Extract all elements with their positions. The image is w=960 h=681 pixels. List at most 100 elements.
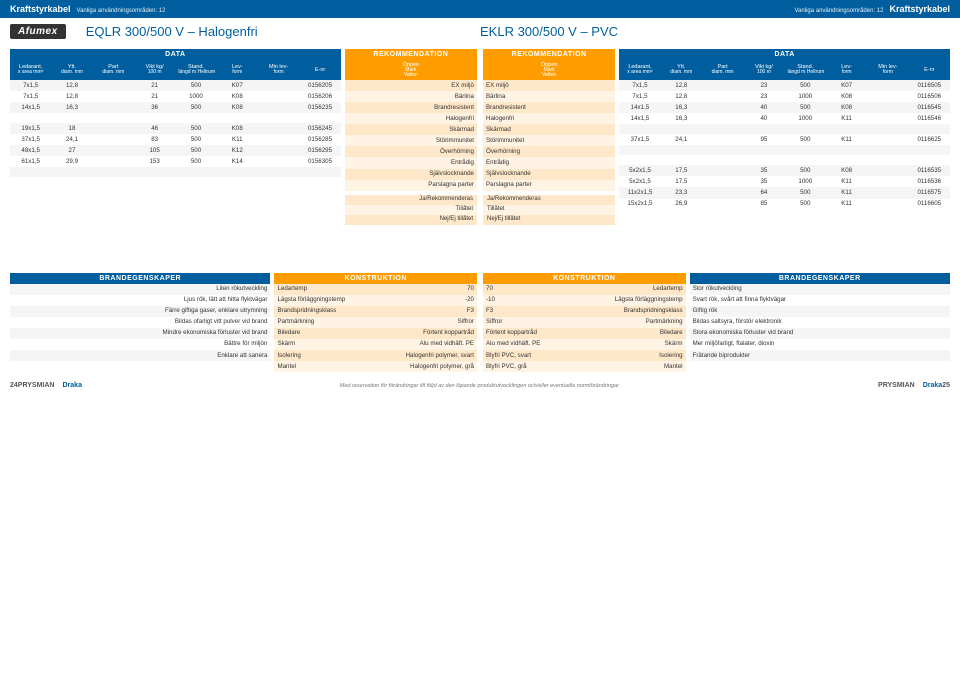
table-cell <box>702 91 743 102</box>
table-cell <box>619 155 660 165</box>
table-cell: Blyfri PVC, grå <box>483 361 584 372</box>
table-cell: 0156205 <box>299 80 340 91</box>
footer-brands-left: PRYSMIAN Draka <box>18 382 82 389</box>
table-row <box>10 113 341 123</box>
table-cell: K12 <box>217 145 258 156</box>
page-num-left: 24 <box>10 382 18 389</box>
table-cell: Nej/Ej tillåtet <box>483 215 615 225</box>
table-row: 70Ledartemp <box>483 284 686 295</box>
left-rec-head: REKOMMENDATION <box>345 49 477 60</box>
table-row: Alu med vidhäft. PESkärm <box>483 339 686 350</box>
table-cell: 0116505 <box>909 80 950 91</box>
table-cell: 0116605 <box>909 199 950 210</box>
topbar-right: Vanliga användningsområden: 12 Kraftstyr… <box>795 4 951 14</box>
table-cell <box>702 199 743 210</box>
table-cell <box>909 155 950 165</box>
left-data-table: Ledarant.x area mm²Ytt.diam. mmPartdiam.… <box>10 60 341 187</box>
table-row: Skärmad <box>483 124 615 135</box>
table-row: MantelHalogenfri polymer, grå <box>274 361 477 372</box>
left-kons-block: KONSTRUKTION Ledartemp70Lägsta förläggni… <box>274 273 477 373</box>
table-cell: Alu med vidhäft. PE <box>483 339 584 350</box>
table-row: 7x1,512,821500K070156205 <box>10 80 341 91</box>
table-row <box>619 124 950 134</box>
table-row: 48x1,527105500K120156295 <box>10 145 341 156</box>
footer-brands-right: PRYSMIAN Draka <box>878 382 942 389</box>
table-cell <box>867 187 908 198</box>
table-cell <box>826 145 867 155</box>
data-col-header: Lev-form <box>217 60 258 80</box>
table-cell: 500 <box>175 134 216 145</box>
right-rec-table: ÖppenMarkVatten EX miljöBärlinaBrandresi… <box>483 60 615 191</box>
page-num-right: 25 <box>942 382 950 389</box>
table-cell: Partmärkning <box>584 317 685 328</box>
table-row: Mer miljöfarligt, ftalater, dioxin <box>690 339 950 350</box>
right-data-table: Ledarant.x area mm²Ytt.diam. mmPartdiam.… <box>619 60 950 210</box>
data-col-header: Min lev-form <box>258 60 299 80</box>
table-row: Ja/Rekommenderas <box>345 195 477 205</box>
table-cell: Partmärkning <box>274 317 375 328</box>
table-row: 61x1,529,9153500K140156305 <box>10 156 341 167</box>
table-cell: 0156295 <box>299 145 340 156</box>
brand-draka: Draka <box>63 382 82 389</box>
table-row: Ljus rök, lätt att hitta flyktvägar <box>10 295 270 306</box>
table-cell <box>258 113 299 123</box>
table-cell <box>867 134 908 145</box>
table-row: 37x1,524,195500K110116625 <box>619 134 950 145</box>
table-row: Lägsta förläggningstemp-20 <box>274 295 477 306</box>
upper-content: DATA Ledarant.x area mm²Ytt.diam. mmPart… <box>0 43 960 233</box>
table-cell: 0116575 <box>909 187 950 198</box>
table-row: Självslocknande <box>345 169 477 180</box>
table-row: Entrådig <box>345 157 477 168</box>
table-cell <box>702 155 743 165</box>
table-cell: 21 <box>134 91 175 102</box>
table-cell: Mantel <box>274 361 375 372</box>
top-bar: Kraftstyrkabel Vanliga användningsområde… <box>0 0 960 18</box>
table-cell: 7x1,5 <box>10 80 51 91</box>
table-cell: 153 <box>134 156 175 167</box>
table-cell: 23,3 <box>661 187 702 198</box>
table-cell: Förtent koppartråd <box>483 328 584 339</box>
table-cell: Halogenfri <box>483 113 615 124</box>
table-cell: Parslagna parter <box>483 180 615 191</box>
data-col-header: Ytt.diam. mm <box>661 60 702 80</box>
table-cell: 0156235 <box>299 102 340 113</box>
table-cell: Alu med vidhäft. PE <box>376 339 477 350</box>
table-cell <box>299 113 340 123</box>
left-product-title: EQLR 300/500 V – Halogenfri <box>66 24 480 39</box>
table-cell: K08 <box>217 91 258 102</box>
table-row: Ledartemp70 <box>274 284 477 295</box>
table-row: 5x2x1,517,535500K080116535 <box>619 165 950 176</box>
table-cell <box>93 156 134 167</box>
table-cell: 5x2x1,5 <box>619 165 660 176</box>
topbar-right-sub: Vanliga användningsområden: 12 <box>795 8 884 14</box>
table-cell <box>175 167 216 177</box>
table-row: Nej/Ej tillåtet <box>345 215 477 225</box>
table-row: Bildas saltsyra, förstör elektronik <box>690 317 950 328</box>
table-row: 5x2x1,517,5351000K110116536 <box>619 176 950 187</box>
table-cell: K08 <box>826 91 867 102</box>
table-cell: K11 <box>826 176 867 187</box>
table-cell <box>299 167 340 177</box>
brand-logo: Afumex <box>10 24 66 39</box>
table-cell: K11 <box>217 134 258 145</box>
table-cell: Brandspridningsklass <box>274 306 375 317</box>
brand-prysmian: PRYSMIAN <box>18 382 55 389</box>
table-cell <box>867 91 908 102</box>
data-col-header: Stand.längd m Heltrum <box>785 60 826 80</box>
table-cell: Skärmad <box>345 124 477 135</box>
data-col-header: E-nr <box>909 60 950 80</box>
topbar-left-sub: Vanliga användningsområden: 12 <box>77 8 166 14</box>
table-cell <box>702 165 743 176</box>
table-cell: 23 <box>743 80 784 91</box>
table-cell: 37x1,5 <box>619 134 660 145</box>
table-cell: 48x1,5 <box>10 145 51 156</box>
table-cell: 17,5 <box>661 176 702 187</box>
table-cell: Skärm <box>274 339 375 350</box>
table-cell: Ljus rök, lätt att hitta flyktvägar <box>10 295 270 306</box>
table-cell <box>867 80 908 91</box>
right-product-title: EKLR 300/500 V – PVC <box>480 24 950 39</box>
table-cell <box>619 145 660 155</box>
table-cell: 500 <box>175 102 216 113</box>
table-row: 7x1,512,8231000K080116506 <box>619 91 950 102</box>
table-cell: 0156206 <box>299 91 340 102</box>
